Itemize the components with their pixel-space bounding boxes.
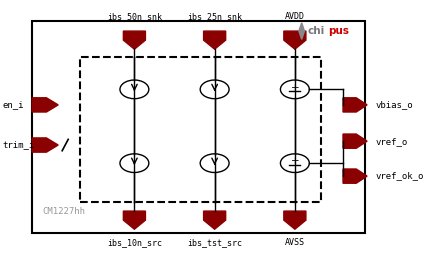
Bar bbox=[32, 21, 365, 233]
Polygon shape bbox=[343, 169, 367, 183]
Polygon shape bbox=[343, 134, 367, 148]
Text: AVDD: AVDD bbox=[285, 12, 305, 21]
Polygon shape bbox=[204, 211, 226, 229]
Bar bbox=[80, 57, 321, 202]
Polygon shape bbox=[204, 31, 226, 49]
Text: ibs_10n_src: ibs_10n_src bbox=[107, 238, 162, 247]
Text: vref_ok_o: vref_ok_o bbox=[375, 172, 423, 181]
Text: en_i: en_i bbox=[2, 100, 24, 109]
Polygon shape bbox=[284, 31, 306, 49]
Polygon shape bbox=[32, 98, 58, 112]
Polygon shape bbox=[123, 31, 146, 49]
Polygon shape bbox=[343, 98, 367, 112]
Polygon shape bbox=[284, 211, 306, 229]
Text: vbias_o: vbias_o bbox=[375, 100, 413, 109]
Text: chi: chi bbox=[308, 26, 325, 36]
Polygon shape bbox=[299, 23, 304, 39]
Text: +: + bbox=[291, 156, 299, 167]
Text: ibs_25n_snk: ibs_25n_snk bbox=[187, 12, 242, 21]
Text: CM1227hh: CM1227hh bbox=[42, 207, 85, 216]
Text: pus: pus bbox=[328, 26, 349, 36]
Text: vref_o: vref_o bbox=[375, 137, 407, 146]
Text: trim_i: trim_i bbox=[2, 141, 34, 149]
Text: AVSS: AVSS bbox=[285, 238, 305, 247]
Polygon shape bbox=[32, 138, 58, 152]
Text: ibs_tst_src: ibs_tst_src bbox=[187, 238, 242, 247]
Text: ibs_50n_snk: ibs_50n_snk bbox=[107, 12, 162, 21]
Polygon shape bbox=[123, 211, 146, 229]
Text: +: + bbox=[291, 83, 299, 93]
